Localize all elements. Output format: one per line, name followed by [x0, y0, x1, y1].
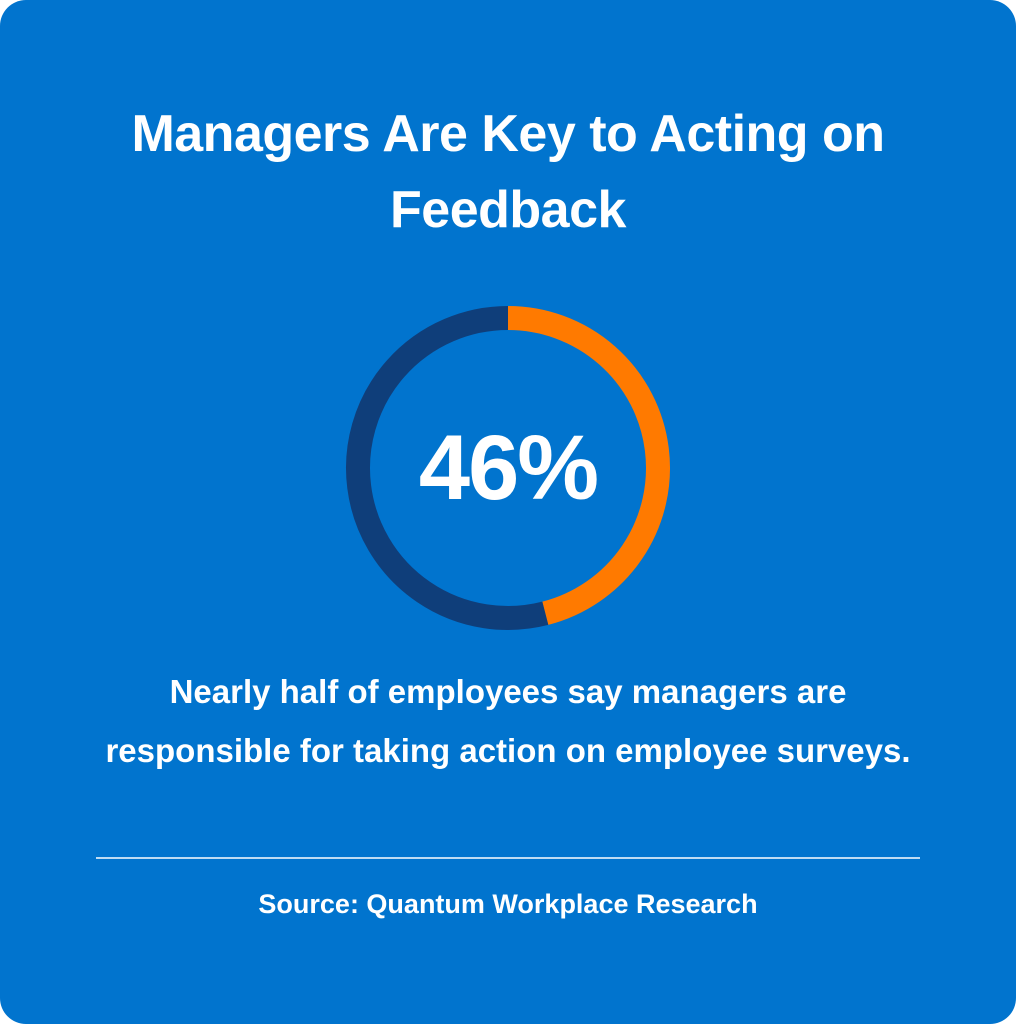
donut-svg — [346, 306, 670, 630]
donut-chart — [334, 294, 682, 642]
chart-title: Managers Are Key to Acting on Feedback — [131, 105, 885, 239]
divider-line — [96, 857, 920, 859]
donut-segment-highlight — [507, 306, 670, 625]
description-text: Nearly half of employees say managers ar… — [105, 673, 911, 769]
donut-segment-remainder — [346, 306, 549, 630]
source-text: Source: Quantum Workplace Research — [258, 889, 758, 919]
percent-label: 46% — [418, 417, 599, 519]
